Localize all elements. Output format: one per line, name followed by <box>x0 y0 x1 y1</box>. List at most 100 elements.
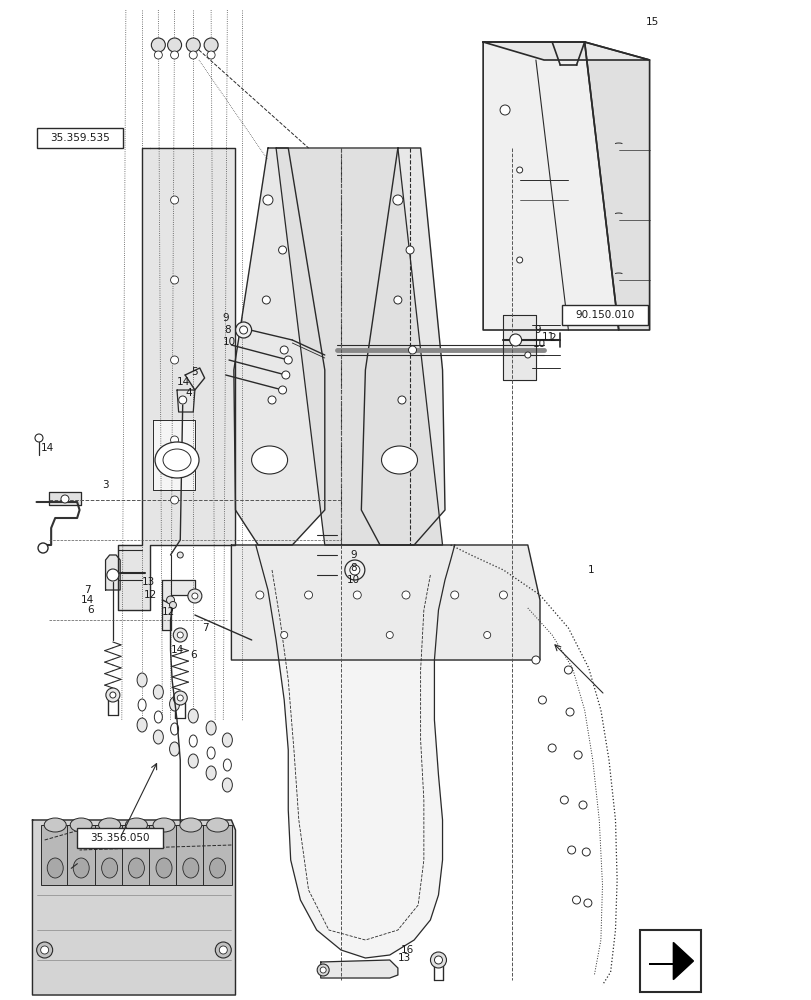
Text: 16: 16 <box>401 945 414 955</box>
Text: 13: 13 <box>142 577 155 587</box>
Text: 9: 9 <box>222 313 229 323</box>
Ellipse shape <box>169 742 179 756</box>
Text: 7: 7 <box>84 585 91 595</box>
Bar <box>122 825 151 885</box>
Circle shape <box>531 656 539 664</box>
Polygon shape <box>483 42 649 60</box>
Circle shape <box>207 51 215 59</box>
Text: 8: 8 <box>224 325 230 335</box>
Text: 2: 2 <box>548 333 555 343</box>
Polygon shape <box>231 545 539 660</box>
Polygon shape <box>483 42 618 330</box>
Text: 6: 6 <box>88 605 94 615</box>
Ellipse shape <box>169 697 179 711</box>
Polygon shape <box>584 42 649 330</box>
Polygon shape <box>234 148 324 545</box>
Circle shape <box>565 708 573 716</box>
Ellipse shape <box>125 818 148 832</box>
Circle shape <box>353 591 361 599</box>
Circle shape <box>41 946 49 954</box>
Circle shape <box>500 105 509 115</box>
Circle shape <box>280 346 288 354</box>
Circle shape <box>386 632 393 638</box>
Ellipse shape <box>381 446 417 474</box>
Text: 35.359.535: 35.359.535 <box>49 133 109 143</box>
Ellipse shape <box>98 818 121 832</box>
Polygon shape <box>185 368 204 390</box>
Circle shape <box>170 436 178 444</box>
Circle shape <box>166 596 174 604</box>
Circle shape <box>38 543 48 553</box>
Circle shape <box>547 744 556 752</box>
Polygon shape <box>648 942 693 980</box>
Circle shape <box>573 751 581 759</box>
Circle shape <box>178 396 187 404</box>
Ellipse shape <box>163 449 191 471</box>
Text: 7: 7 <box>202 623 208 633</box>
Polygon shape <box>162 580 195 630</box>
Ellipse shape <box>188 709 198 723</box>
Ellipse shape <box>251 446 287 474</box>
Circle shape <box>191 593 198 599</box>
Text: 10: 10 <box>346 575 359 585</box>
Ellipse shape <box>156 858 172 878</box>
Text: 14: 14 <box>170 645 183 655</box>
Circle shape <box>284 356 292 364</box>
Polygon shape <box>503 315 535 380</box>
Circle shape <box>177 695 183 701</box>
Circle shape <box>509 334 521 346</box>
Bar <box>149 825 178 885</box>
Polygon shape <box>32 820 235 995</box>
Text: 13: 13 <box>397 953 410 963</box>
Ellipse shape <box>73 858 89 878</box>
Ellipse shape <box>179 818 202 832</box>
Ellipse shape <box>207 747 215 759</box>
Circle shape <box>397 396 406 404</box>
Circle shape <box>450 591 458 599</box>
Circle shape <box>187 589 202 603</box>
Circle shape <box>170 196 178 204</box>
Circle shape <box>263 195 272 205</box>
Ellipse shape <box>44 818 67 832</box>
Circle shape <box>317 964 328 976</box>
Circle shape <box>564 666 572 674</box>
Text: 10: 10 <box>532 339 545 349</box>
Polygon shape <box>49 492 81 505</box>
Text: 14: 14 <box>81 595 94 605</box>
Text: 9: 9 <box>350 550 356 560</box>
Circle shape <box>61 495 69 503</box>
Circle shape <box>430 952 446 968</box>
Bar <box>67 825 96 885</box>
Ellipse shape <box>223 759 231 771</box>
Ellipse shape <box>170 723 178 735</box>
Circle shape <box>567 846 575 854</box>
Circle shape <box>167 38 182 52</box>
Text: 14: 14 <box>177 377 190 387</box>
Text: 9: 9 <box>534 325 540 335</box>
Polygon shape <box>276 148 442 545</box>
Circle shape <box>255 591 264 599</box>
Polygon shape <box>177 390 195 412</box>
Circle shape <box>215 942 231 958</box>
Circle shape <box>154 51 162 59</box>
Circle shape <box>278 246 286 254</box>
Text: 6: 6 <box>190 650 196 660</box>
Polygon shape <box>361 148 444 545</box>
Text: 12: 12 <box>144 590 157 600</box>
FancyBboxPatch shape <box>77 828 163 848</box>
Text: 8: 8 <box>350 563 356 573</box>
Circle shape <box>36 942 53 958</box>
Text: 12: 12 <box>162 607 175 617</box>
Ellipse shape <box>138 699 146 711</box>
Polygon shape <box>105 555 120 590</box>
Text: 15: 15 <box>645 17 658 27</box>
FancyBboxPatch shape <box>36 128 122 148</box>
Polygon shape <box>152 420 195 490</box>
Circle shape <box>35 434 43 442</box>
Circle shape <box>304 591 312 599</box>
Ellipse shape <box>206 721 216 735</box>
Circle shape <box>170 496 178 504</box>
Circle shape <box>524 352 530 358</box>
Circle shape <box>189 51 197 59</box>
Text: 3: 3 <box>102 480 109 490</box>
